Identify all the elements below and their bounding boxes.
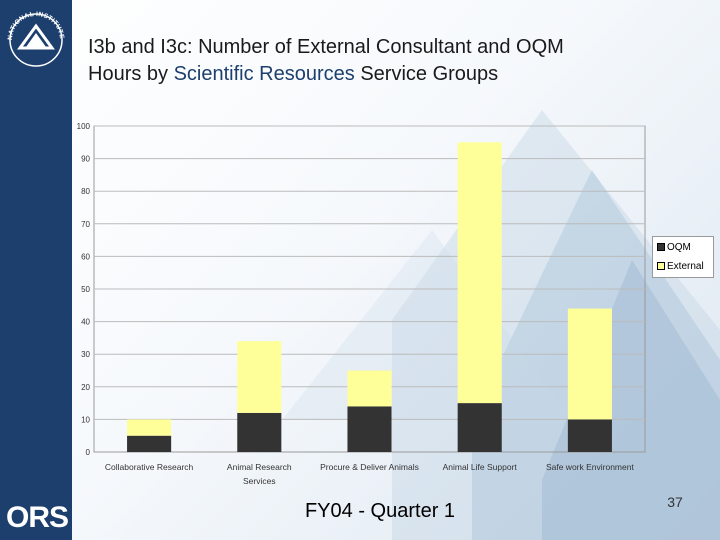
y-tick-label: 30 xyxy=(81,350,90,359)
x-category-label: Animal Life Support xyxy=(443,462,518,472)
x-category-label: Animal Research xyxy=(227,462,292,472)
bar-external-3 xyxy=(457,142,502,404)
y-tick-label: 70 xyxy=(81,220,90,229)
svg-text:NATIONAL INSTITUTES OF HEALTH: NATIONAL INSTITUTES OF HEALTH xyxy=(0,0,65,40)
y-tick-label: 20 xyxy=(81,383,90,392)
x-category-label: Safe work Environment xyxy=(546,462,635,472)
slide-footer: FY04 - Quarter 1 xyxy=(304,500,456,522)
legend-swatch-external xyxy=(657,262,665,271)
y-tick-label: 10 xyxy=(81,415,90,424)
stacked-bar-chart: 0 10 20 30 40 50 60 70 80 90 100 Collaborative Rese… xyxy=(77,122,646,486)
title-line-2: Hours by Scientific Resources Service Gr… xyxy=(88,61,708,88)
sidebar-band xyxy=(0,0,72,540)
bar-oqm-2 xyxy=(347,406,392,452)
legend-entry-oqm: OQM xyxy=(657,241,691,255)
title-line-1: I3b and I3c: Number of External Consulta… xyxy=(88,36,564,58)
title-line-2-start: Hours by xyxy=(88,63,174,85)
nih-logo: NATIONAL INSTITUTES OF HEALTH xyxy=(0,0,65,67)
slide-title: I3b and I3c: Number of External Consulta… xyxy=(88,34,708,88)
ors-logo: ORS xyxy=(5,501,69,534)
bar-external-0 xyxy=(127,419,172,436)
legend-swatch-oqm xyxy=(657,243,665,252)
y-tick-label: 0 xyxy=(86,448,91,457)
bar-external-2 xyxy=(347,370,392,407)
y-tick-label: 90 xyxy=(81,155,90,164)
bar-external-4 xyxy=(567,308,612,420)
x-category-label: Collaborative Research xyxy=(105,462,194,472)
bar-oqm-4 xyxy=(567,419,612,452)
chart-legend: OQM External xyxy=(652,236,714,278)
bar-oqm-3 xyxy=(457,403,502,452)
bar-external-1 xyxy=(237,341,282,413)
legend-label-external: External xyxy=(667,261,704,272)
bar-oqm-0 xyxy=(127,435,172,452)
bar-layer xyxy=(127,142,612,452)
y-tick-label: 100 xyxy=(77,122,91,131)
legend-entry-external: External xyxy=(657,260,704,274)
y-tick-label: 80 xyxy=(81,187,90,196)
legend-label-oqm: OQM xyxy=(667,242,691,253)
title-highlight: Scientific Resources xyxy=(173,63,355,85)
x-category-label: Procure & Deliver Animals xyxy=(320,462,419,472)
title-line-2-end: Service Groups xyxy=(354,63,499,85)
y-tick-label: 50 xyxy=(81,285,90,294)
page-number: 37 xyxy=(667,494,683,510)
y-tick-label: 40 xyxy=(81,318,90,327)
label-layer: 0 10 20 30 40 50 60 70 80 90 100 Collaborative Rese… xyxy=(77,122,635,486)
y-tick-label: 60 xyxy=(81,252,90,261)
logo-arc-text: NATIONAL INSTITUTES OF HEALTH xyxy=(0,0,65,40)
x-category-label: Services xyxy=(243,476,276,486)
bar-oqm-1 xyxy=(237,412,282,452)
